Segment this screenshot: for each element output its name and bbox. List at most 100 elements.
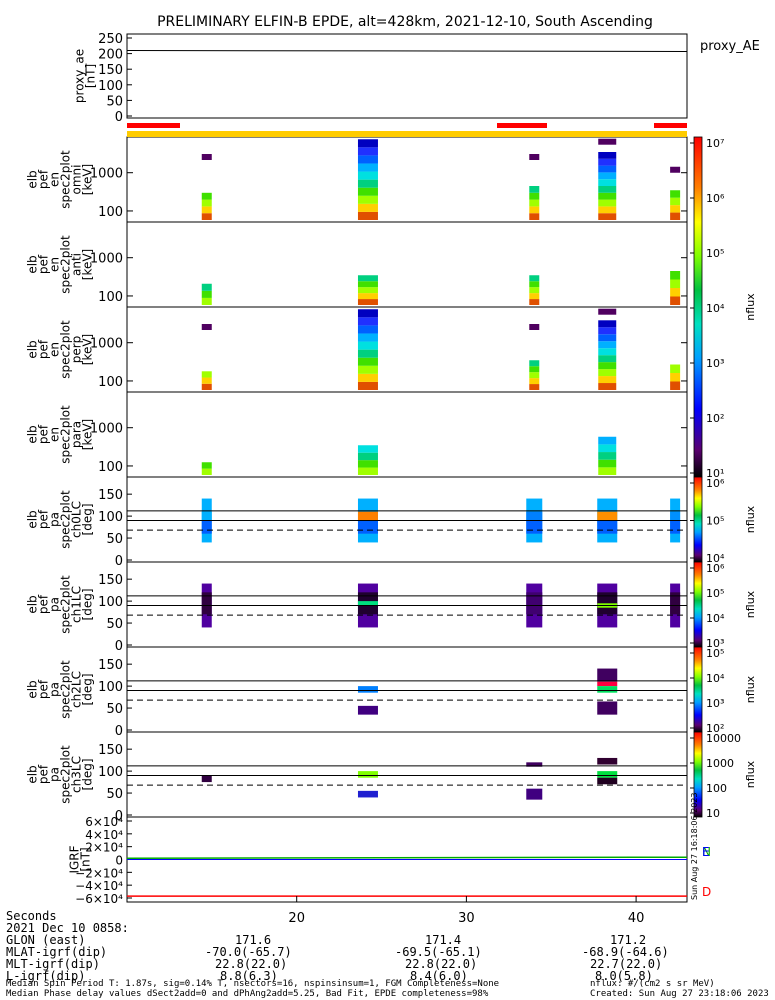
panel-anti-cell [357,299,378,305]
panel-omni-cell [529,192,540,200]
panel-ch2-cell [357,686,378,693]
panel-ch1-ylabel-line: elb [26,595,40,613]
panel-ch0-cell [201,511,212,521]
colorbar-ch2-tick-label: 10⁴ [706,672,725,685]
colorbar-ch3-label: nflux [744,760,757,788]
panel-perp-cell [598,327,617,335]
panel-omni-ylabel-line: omni [70,165,84,195]
panel-ch1-ytick-label: 0 [115,639,123,654]
panel-perp-cell [598,334,617,342]
panel-omni-cell [598,172,617,180]
colorbar-ch2-label: nflux [744,675,757,703]
panel-perp-cell [598,383,617,390]
panel-anti-cell [201,297,212,305]
panel-anti-cell [670,296,681,305]
panel-perp-cell [529,360,540,367]
panel-ch3-ytick-label: 50 [106,787,123,802]
panel-para-ytick-label: 1000 [90,422,123,437]
chart-title: PRELIMINARY ELFIN-B EPDE, alt=428km, 202… [157,14,653,30]
panel-anti-cell [529,281,540,288]
panel-omni-cell [598,192,617,200]
panel-perp-cell-cap [201,324,212,330]
x-axis-tick-label: 20 [288,911,305,926]
panel-igrf-ytick-label: 4×10⁴ [85,828,123,842]
status-bar-yellow [127,131,687,137]
panel-perp-cell [529,372,540,379]
panel-perp-ylabel-line: perp [70,336,84,364]
colorbar-ch2-tick-label: 10³ [706,697,724,710]
colorbar-ch0-label: nflux [744,505,757,533]
colorbar-ch1-tick-label: 10⁶ [706,562,725,575]
panel-ch0-ylabel-line: spec2plot [59,490,73,549]
median-phase-note: Median Phase delay values dSect2add=0 an… [6,989,489,999]
colorbar-ch1-tick-label: 10⁵ [706,587,724,600]
panel-ch0-ylabel-line: elb [26,510,40,528]
panel-ch2-ytick-label: 50 [106,702,123,717]
panel-ch1-ytick-label: 150 [98,573,123,588]
panel-proxy-ylabel-line: [nT] [84,64,98,88]
igrf-legend-d: D [702,885,711,899]
panel-perp-cell [357,309,378,318]
panel-para-cell [201,462,212,469]
panel-omni-cell [598,199,617,207]
colorbar-ch2-gradient [693,646,703,733]
panel-ch0-ytick-label: 150 [98,488,123,503]
panel-perp-cell [670,373,681,382]
panel-ch3-ylabel-line: elb [26,765,40,783]
colorbar-ch0-tick-label: 10⁵ [706,515,724,528]
panel-omni-cell-cap [670,166,681,173]
panel-para-ylabel-line: spec2plot [59,405,73,464]
panel-proxy-ylabel: proxy_ae[nT] [73,49,98,103]
colorbar-ch0-tick-label: 10⁴ [706,552,725,565]
panel-ch3-ytick-label: 100 [98,765,123,780]
panel-ch3-cell [526,788,543,800]
panel-perp-cell [357,325,378,334]
footer-glon-label: GLON (east) [6,933,86,947]
panel-anti-cell [529,299,540,305]
panel-ch0-cell [670,511,681,521]
mlat-value-3: -68.9(-64.6) [582,945,669,959]
panel-perp-cell [598,355,617,363]
panel-ch3-cell [526,762,543,767]
footer-date: 2021 Dec 10 0858: [6,921,129,935]
panel-ch2-ylabel-line: pef [37,679,51,699]
panel-anti-ylabel-line: anti [70,253,84,276]
panel-igrf-ylabel: IGRF[nT] [68,845,93,873]
panel-para-cell [598,459,617,468]
panel-ch1-cell [670,592,681,615]
panel-anti-cell [529,293,540,300]
panel-ch1-ylabel-line: ch1LC [70,586,84,623]
panel-ch1-ytick-label: 50 [106,617,123,632]
panel-proxy-ytick-label: 50 [106,94,123,109]
panel-anti-cell [670,279,681,288]
panel-perp-ytick-label: 100 [98,375,123,390]
panel-para-cell [598,467,617,475]
panel-ch3-ylabel-line: spec2plot [59,745,73,804]
panel-perp-cell [670,364,681,373]
l-value-2: 8.4(6.0) [410,969,468,983]
panel-anti-cell [201,290,212,298]
panel-ch3-cell [357,771,378,778]
panel-omni-cell [670,190,681,198]
panel-omni-cell-cap [598,138,617,145]
colorbar-energy-tick-label: 10⁷ [706,137,724,150]
panel-igrf-ytick-label: −6×10⁴ [75,892,123,906]
panel-para-cell [357,445,378,453]
panel-anti-cell [357,293,378,300]
panel-perp-cell [598,320,617,328]
panel-proxy-ylabel-line: proxy_ae [73,49,87,103]
panel-omni-ylabel-line: spec2plot [59,150,73,209]
panel-para-ylabel-line: [keV] [81,419,95,450]
panel-omni-cell [357,155,378,164]
panel-perp-cell [357,381,378,390]
mlat-value-2: -69.5(-65.1) [395,945,482,959]
panel-omni-cell [598,165,617,173]
panel-perp-cell [201,383,212,390]
panel-ch3-ylabel-line: pef [37,764,51,784]
median-spin-note: Median Spin Period T: 1.87s, sig=0.14% T… [6,979,500,989]
colorbar-energy-tick-label: 10² [706,412,724,425]
panel-perp-cell [529,378,540,385]
panel-ch0-cell [201,520,212,534]
